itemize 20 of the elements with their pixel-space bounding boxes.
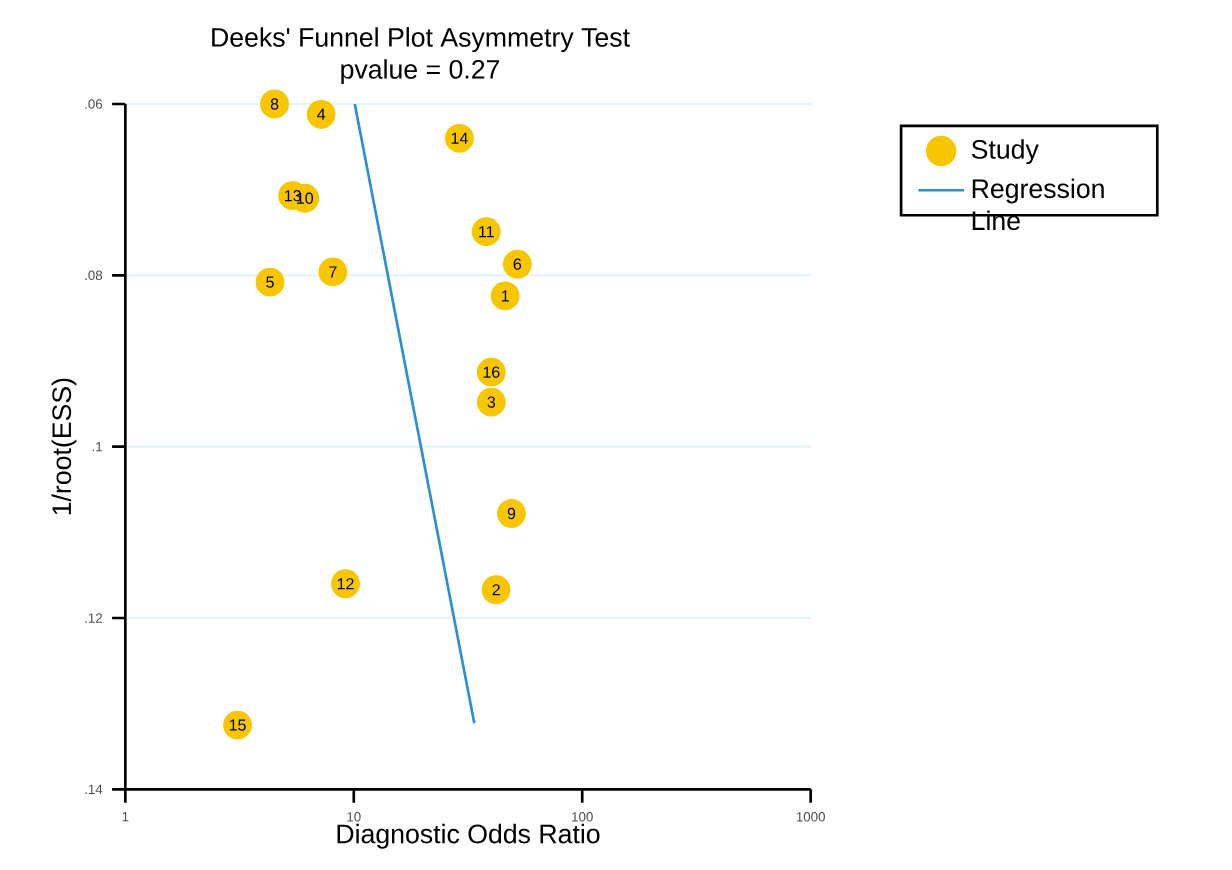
x-axis-title: Diagnostic Odds Ratio <box>337 824 600 850</box>
annotation: 2 <box>492 584 500 596</box>
annotation: 14 <box>451 133 468 145</box>
annotation: 5 <box>266 276 274 289</box>
annotation: 12 <box>337 578 354 590</box>
annotation: 6 <box>513 258 522 271</box>
legend-label: Regression Line <box>972 178 1104 231</box>
chart-title: Deeks' Funnel Plot Asymmetry Test <box>212 27 630 53</box>
annotation: 9 <box>507 508 516 520</box>
annotation: 7 <box>329 266 337 278</box>
legend-label: Study <box>971 139 1039 165</box>
annotation: 4 <box>317 109 326 121</box>
annotation: 16 <box>483 366 500 379</box>
chart-subtitle: pvalue = 0.27 <box>341 59 500 85</box>
annotation: 11 <box>479 226 494 238</box>
annotation: 1 <box>501 290 509 302</box>
annotation: 8 <box>270 98 279 111</box>
annotation: 3 <box>487 396 496 409</box>
annotation: 15 <box>229 719 246 731</box>
y-axis-title: 1/root(ESS) <box>51 379 77 515</box>
